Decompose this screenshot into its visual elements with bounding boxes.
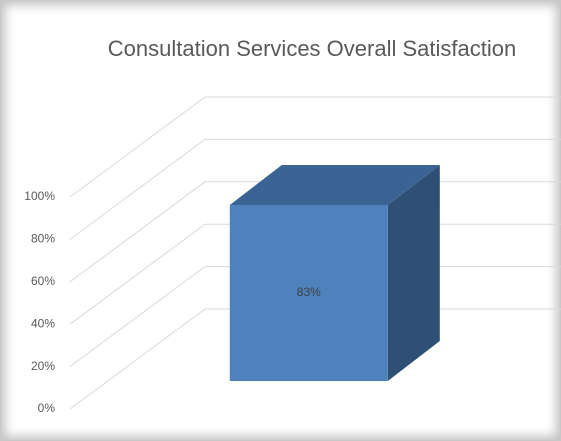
data-label: 83% [297,285,321,299]
y-tick-label: 60% [31,274,55,288]
chart-title: Consultation Services Overall Satisfacti… [108,36,516,61]
y-tick-label: 0% [38,401,56,415]
grid-line [69,223,561,325]
bar-top [229,165,440,206]
y-tick-label: 80% [31,232,55,246]
grid-line [69,138,561,240]
bar-side [387,165,440,381]
bar-front [229,205,388,381]
y-tick-label: 20% [31,359,55,373]
y-tick-label: 100% [24,189,55,203]
grid-line [69,266,561,368]
grid-line [69,308,561,410]
bar [229,165,440,381]
grid-line [69,181,561,283]
grid-line [69,96,561,198]
y-tick-label: 40% [31,316,55,330]
